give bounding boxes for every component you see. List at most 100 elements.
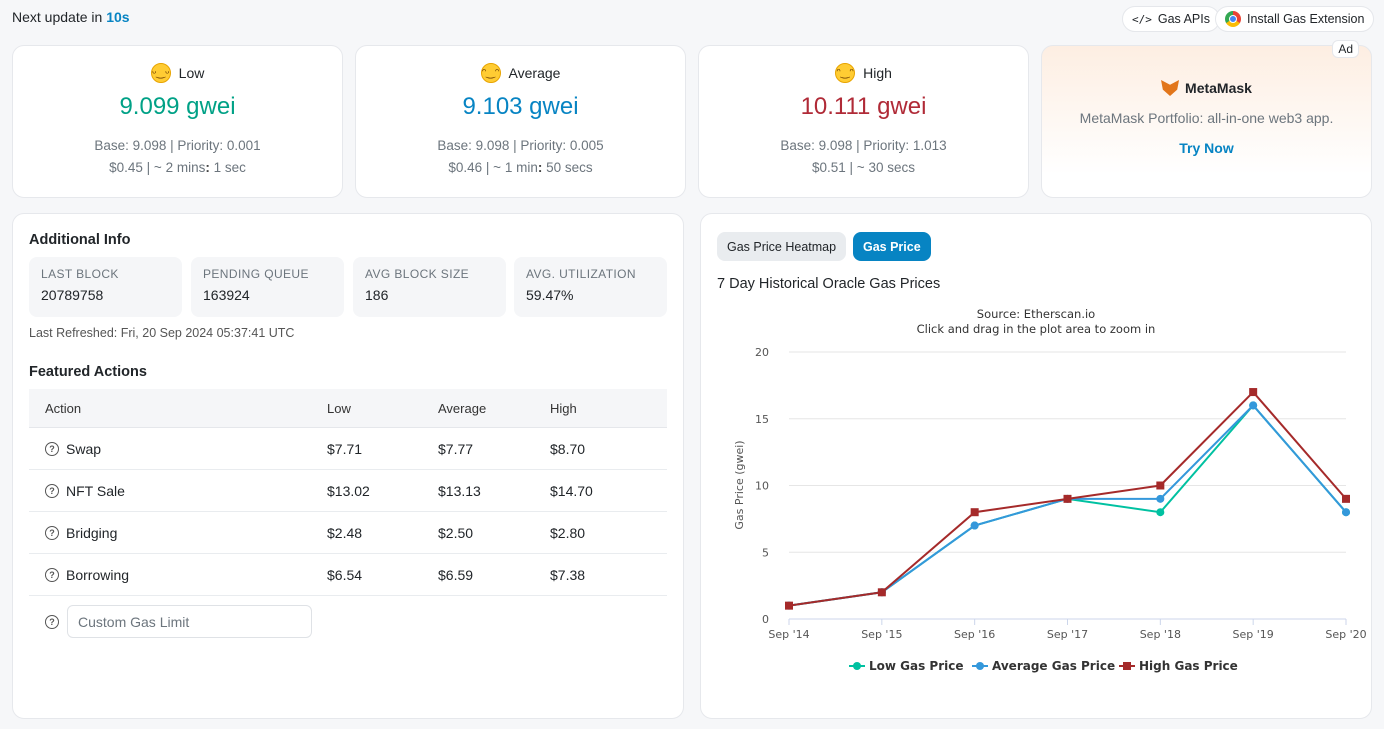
legend-item-average-gas-price[interactable]: Average Gas Price	[972, 659, 1115, 673]
gas-price: 9.103 gwei	[462, 93, 579, 120]
x-tick-label: Sep '19	[1233, 628, 1274, 641]
average-gas-price-point	[1156, 494, 1165, 503]
action-name: NFT Sale	[66, 482, 125, 499]
average-gas-price-point	[970, 521, 979, 530]
question-icon[interactable]: ?	[45, 525, 59, 540]
try-now-link[interactable]: Try Now	[1179, 140, 1234, 156]
chrome-icon	[1225, 11, 1241, 27]
gas-card-high: ᵔ‿ᵔ High 10.111 gwei Base: 9.098 | Priori…	[698, 45, 1029, 198]
slight-smile-emoji-icon: ᵔ‿ᵔ	[835, 63, 856, 83]
additional-info-card: Additional Info LAST BLOCK 20789758 PEND…	[12, 213, 684, 719]
legend-label: Low Gas Price	[869, 659, 964, 673]
gas-apis-label: Gas APIs	[1157, 12, 1210, 26]
question-icon[interactable]: ?	[45, 441, 59, 456]
ad-badge: Ad	[1332, 40, 1359, 58]
action-name: Swap	[66, 440, 102, 457]
gas-price-line-chart[interactable]: Source: Etherscan.io Click and drag in t…	[701, 302, 1371, 702]
high-gas-price-point	[1342, 494, 1350, 503]
table-row: ? Bridging $2.48 $2.50 $2.80	[29, 512, 667, 554]
x-tick-label: Sep '20	[1325, 628, 1366, 641]
legend-marker	[853, 662, 861, 670]
y-tick-label: 15	[755, 413, 769, 426]
chart-subtitle-source: Source: Etherscan.io	[977, 307, 1095, 321]
x-tick-label: Sep '14	[768, 628, 809, 641]
tab-gas-price[interactable]: Gas Price	[853, 232, 931, 261]
gas-cost-time: $0.51 | ~ 30 secs	[812, 160, 915, 175]
stat-avg-block-size: AVG BLOCK SIZE 186	[353, 257, 506, 317]
custom-gas-limit-row: ?	[45, 605, 312, 638]
gas-price: 10.111 gwei	[800, 93, 927, 120]
featured-actions-title: Featured Actions	[29, 364, 147, 380]
x-tick-label: Sep '18	[1140, 628, 1181, 641]
action-name: Bridging	[66, 524, 118, 541]
stat-last-block: LAST BLOCK 20789758	[29, 257, 182, 317]
y-tick-label: 10	[755, 480, 769, 493]
x-tick-label: Sep '17	[1047, 628, 1088, 641]
table-header: Action Low Average High	[29, 389, 667, 428]
y-tick-label: 0	[762, 613, 769, 626]
legend-label: High Gas Price	[1139, 659, 1238, 673]
custom-gas-limit-input[interactable]	[67, 605, 312, 638]
additional-info-title: Additional Info	[29, 232, 131, 248]
question-icon[interactable]: ?	[45, 614, 59, 629]
gas-cost-time: $0.46 | ~ 1 min: 50 secs	[448, 160, 593, 175]
legend-marker	[1123, 662, 1131, 670]
table-row: ? NFT Sale $13.02 $13.13 $14.70	[29, 470, 667, 512]
y-tick-label: 20	[755, 346, 769, 359]
table-row: ? Swap $7.71 $7.77 $8.70	[29, 428, 667, 470]
x-tick-label: Sep '16	[954, 628, 995, 641]
gas-base-priority: Base: 9.098 | Priority: 0.001	[94, 138, 261, 153]
gas-label: Low	[178, 65, 205, 81]
ad-title: MetaMask	[1185, 80, 1252, 96]
grin-emoji-icon: ᵕ‿ᵕ	[150, 63, 171, 83]
average-gas-price-line	[788, 403, 1347, 607]
stat-avg-utilization: AVG. UTILIZATION 59.47%	[514, 257, 667, 317]
gas-label: High	[863, 65, 892, 81]
average-gas-price-point	[1249, 401, 1258, 410]
high-gas-price-point	[1249, 388, 1258, 397]
action-name: Borrowing	[66, 566, 130, 583]
gas-base-priority: Base: 9.098 | Priority: 1.013	[780, 138, 947, 153]
low-gas-price-line	[788, 403, 1347, 607]
low-gas-price-point	[1156, 508, 1165, 517]
x-tick-label: Sep '15	[861, 628, 902, 641]
next-update-text: Next update in 10s	[12, 9, 130, 25]
gas-apis-button[interactable]: </> Gas APIs	[1122, 6, 1220, 32]
question-icon[interactable]: ?	[45, 483, 59, 498]
legend-marker	[976, 662, 984, 670]
gas-base-priority: Base: 9.098 | Priority: 0.005	[437, 138, 604, 153]
high-gas-price-point	[785, 601, 793, 610]
stat-pending-queue: PENDING QUEUE 163924	[191, 257, 344, 317]
table-row: ? Borrowing $6.54 $6.59 $7.38	[29, 554, 667, 596]
high-gas-price-point	[877, 588, 886, 597]
featured-actions-table: Action Low Average High ? Swap $7.71 $7.7…	[29, 389, 667, 596]
countdown-value: 10s	[106, 9, 130, 25]
question-icon[interactable]: ?	[45, 567, 59, 582]
high-gas-price-point	[1063, 494, 1072, 503]
gas-card-average: ᵔ‿ᵔ Average 9.103 gwei Base: 9.098 | Prio…	[355, 45, 686, 198]
next-update-prefix: Next update in	[12, 9, 103, 25]
legend-item-high-gas-price[interactable]: High Gas Price	[1119, 659, 1238, 673]
gas-price: 9.099 gwei	[119, 93, 236, 120]
legend-label: Average Gas Price	[992, 659, 1115, 673]
chart-title: 7 Day Historical Oracle Gas Prices	[717, 276, 941, 292]
install-extension-label: Install Gas Extension	[1247, 12, 1365, 26]
ad-description: MetaMask Portfolio: all-in-one web3 app.	[1079, 110, 1334, 126]
high-gas-price-point	[970, 508, 979, 517]
gas-card-low: ᵕ‿ᵕ Low 9.099 gwei Base: 9.098 | Priority…	[12, 45, 343, 198]
y-tick-label: 5	[762, 546, 769, 559]
install-extension-button[interactable]: Install Gas Extension	[1215, 6, 1375, 32]
chart-subtitle-zoom-hint: Click and drag in the plot area to zoom …	[917, 322, 1156, 336]
high-gas-price-point	[1156, 481, 1165, 490]
gas-label: Average	[508, 65, 561, 81]
metamask-ad-card[interactable]: Ad MetaMask MetaMask Portfolio: all-in-o…	[1041, 40, 1372, 198]
last-refreshed-text: Last Refreshed: Fri, 20 Sep 2024 05:37:4…	[29, 326, 295, 340]
average-gas-price-point	[1342, 508, 1350, 517]
gas-price-chart-card: Gas Price Heatmap Gas Price 7 Day Histor…	[700, 213, 1372, 719]
tab-gas-price-heatmap[interactable]: Gas Price Heatmap	[717, 232, 847, 261]
smile-emoji-icon: ᵔ‿ᵔ	[480, 63, 501, 83]
legend-item-low-gas-price[interactable]: Low Gas Price	[849, 659, 964, 673]
metamask-fox-icon	[1161, 80, 1180, 96]
y-axis-label: Gas Price (gwei)	[733, 440, 746, 529]
code-icon: </>	[1132, 12, 1152, 26]
